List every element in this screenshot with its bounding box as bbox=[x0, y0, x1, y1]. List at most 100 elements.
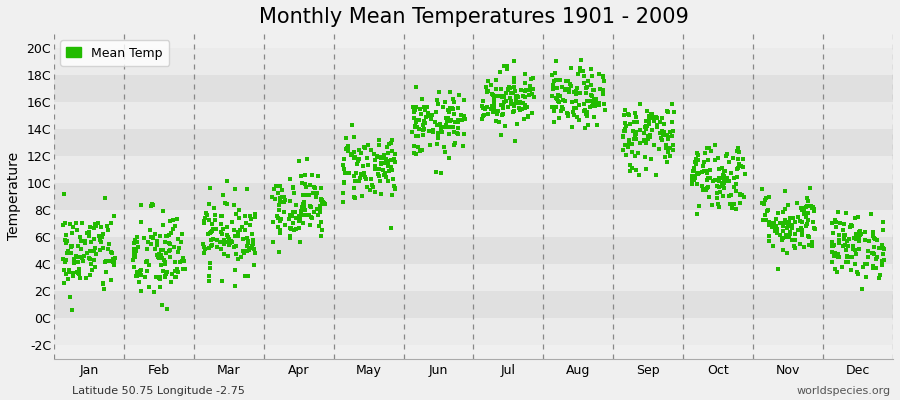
Point bbox=[689, 211, 704, 217]
Point bbox=[483, 106, 498, 112]
Point bbox=[628, 130, 643, 136]
Point bbox=[868, 244, 882, 250]
Point bbox=[202, 245, 216, 251]
Point bbox=[616, 112, 631, 118]
Point bbox=[496, 111, 510, 117]
Point bbox=[849, 236, 863, 242]
Point bbox=[380, 144, 394, 151]
Point bbox=[799, 195, 814, 201]
Point bbox=[864, 211, 878, 218]
Point bbox=[144, 234, 158, 240]
Point bbox=[216, 241, 230, 248]
Point bbox=[202, 245, 217, 251]
Point bbox=[499, 90, 513, 96]
Point bbox=[412, 148, 427, 154]
Point bbox=[784, 223, 798, 230]
Point bbox=[127, 252, 141, 258]
Point bbox=[712, 176, 726, 183]
Point bbox=[839, 247, 853, 254]
Point bbox=[377, 155, 392, 161]
Point bbox=[441, 123, 455, 130]
Point bbox=[245, 231, 259, 237]
Point bbox=[691, 170, 706, 177]
Point bbox=[314, 197, 328, 204]
Point bbox=[278, 197, 293, 203]
Point bbox=[554, 108, 568, 114]
Point bbox=[567, 104, 581, 111]
Point bbox=[58, 236, 72, 243]
Point bbox=[74, 238, 88, 244]
Point bbox=[235, 224, 249, 230]
Point bbox=[245, 243, 259, 249]
Point bbox=[563, 65, 578, 72]
Point bbox=[652, 130, 667, 136]
Point bbox=[273, 249, 287, 256]
Point bbox=[140, 268, 154, 274]
Point bbox=[352, 178, 366, 184]
Point bbox=[578, 125, 592, 131]
Point bbox=[382, 178, 396, 184]
Point bbox=[518, 87, 533, 93]
Point bbox=[269, 213, 284, 219]
Point bbox=[304, 214, 319, 220]
Point bbox=[410, 124, 425, 130]
Point bbox=[795, 231, 809, 237]
Point bbox=[876, 245, 890, 252]
Point bbox=[381, 163, 395, 169]
Point bbox=[423, 141, 437, 148]
Point bbox=[596, 87, 610, 94]
Point bbox=[453, 92, 467, 98]
Point bbox=[785, 223, 799, 229]
Point bbox=[361, 162, 375, 168]
Point bbox=[655, 115, 670, 121]
Point bbox=[802, 242, 816, 248]
Point bbox=[571, 85, 585, 91]
Point bbox=[500, 66, 515, 72]
Point bbox=[491, 108, 506, 114]
Point bbox=[313, 219, 328, 225]
Point bbox=[273, 230, 287, 236]
Point bbox=[617, 120, 632, 126]
Point bbox=[175, 231, 189, 237]
Point bbox=[866, 233, 880, 240]
Point bbox=[238, 273, 252, 280]
Point bbox=[200, 211, 214, 218]
Point bbox=[662, 153, 677, 160]
Point bbox=[477, 112, 491, 118]
Point bbox=[297, 200, 311, 206]
Point bbox=[293, 212, 308, 218]
Point bbox=[431, 135, 446, 142]
Point bbox=[507, 90, 521, 96]
Point bbox=[597, 77, 611, 84]
Point bbox=[478, 106, 492, 112]
Point bbox=[778, 220, 792, 226]
Point bbox=[717, 173, 732, 180]
Point bbox=[480, 88, 494, 94]
Point bbox=[230, 228, 245, 235]
Point bbox=[788, 245, 802, 252]
Point bbox=[842, 236, 857, 242]
Point bbox=[247, 262, 261, 268]
Point bbox=[712, 184, 726, 190]
Point bbox=[475, 112, 490, 119]
Point bbox=[828, 218, 842, 225]
Point bbox=[568, 105, 582, 111]
Point bbox=[374, 155, 388, 161]
Point bbox=[665, 118, 680, 125]
Point bbox=[105, 256, 120, 262]
Point bbox=[266, 239, 280, 246]
Bar bbox=[54, 291, 893, 318]
Point bbox=[793, 218, 807, 224]
Point bbox=[129, 272, 143, 279]
Point bbox=[431, 130, 446, 136]
Point bbox=[633, 140, 647, 146]
Point bbox=[590, 122, 604, 128]
Point bbox=[66, 273, 80, 280]
Point bbox=[339, 145, 354, 151]
Point bbox=[657, 129, 671, 135]
Point bbox=[454, 117, 469, 124]
Point bbox=[152, 251, 166, 258]
Point bbox=[72, 274, 86, 281]
Point bbox=[824, 259, 839, 265]
Point bbox=[720, 150, 734, 157]
